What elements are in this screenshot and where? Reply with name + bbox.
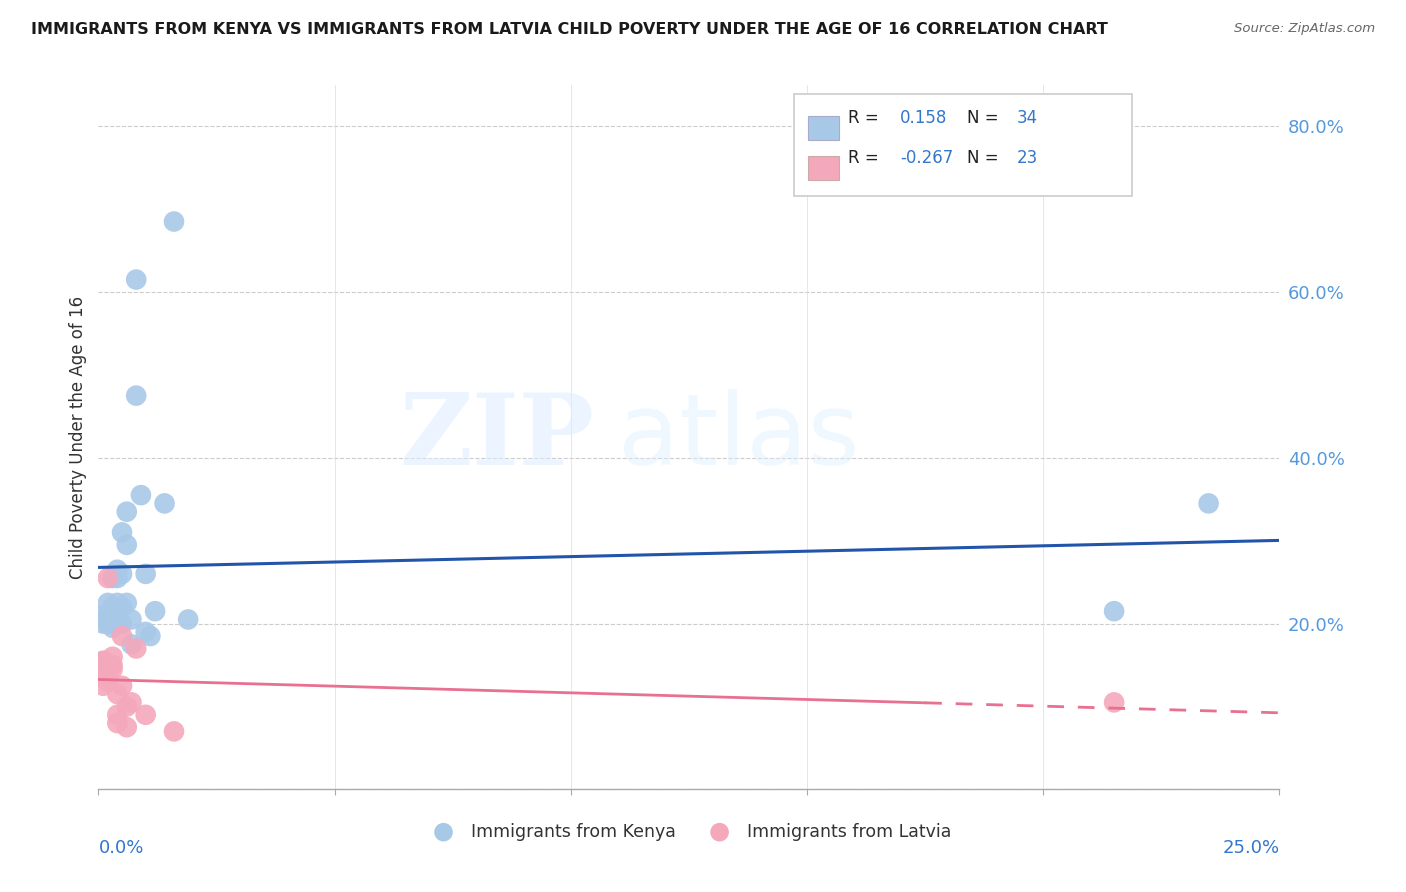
Point <box>1102 604 1125 618</box>
Point <box>135 624 157 639</box>
Point <box>91 616 114 631</box>
Legend: Immigrants from Kenya, Immigrants from Latvia: Immigrants from Kenya, Immigrants from L… <box>419 816 959 847</box>
Point <box>115 720 138 734</box>
Text: atlas: atlas <box>619 389 859 485</box>
Point <box>91 671 114 685</box>
Point <box>115 505 138 519</box>
Point <box>105 596 128 610</box>
Text: 0.158: 0.158 <box>900 109 948 127</box>
Point <box>97 671 120 685</box>
Text: R =: R = <box>848 149 879 167</box>
Point <box>105 563 128 577</box>
Point <box>125 272 148 286</box>
Point <box>101 662 124 676</box>
Text: N =: N = <box>967 109 998 127</box>
Point <box>101 571 124 585</box>
Point <box>121 612 143 626</box>
Point <box>97 662 120 676</box>
Point <box>97 571 120 585</box>
Point <box>111 600 134 615</box>
Point <box>101 600 124 615</box>
Text: 0.0%: 0.0% <box>98 838 143 856</box>
Point <box>105 707 128 722</box>
Point <box>91 679 114 693</box>
Text: Source: ZipAtlas.com: Source: ZipAtlas.com <box>1234 22 1375 36</box>
Point <box>91 608 114 623</box>
Point <box>135 707 157 722</box>
Point <box>91 654 114 668</box>
Point <box>115 596 138 610</box>
Point <box>135 566 157 581</box>
Point <box>139 629 162 643</box>
Text: ZIP: ZIP <box>399 389 595 485</box>
Text: R =: R = <box>848 109 879 127</box>
Point <box>111 566 134 581</box>
Point <box>111 629 134 643</box>
Point <box>111 679 134 693</box>
Point <box>1102 695 1125 709</box>
Point <box>163 214 186 228</box>
Point <box>115 699 138 714</box>
Point <box>121 695 143 709</box>
Point <box>177 612 200 626</box>
Text: 23: 23 <box>1017 149 1038 167</box>
Point <box>143 604 166 618</box>
Y-axis label: Child Poverty Under the Age of 16: Child Poverty Under the Age of 16 <box>69 295 87 579</box>
Point <box>1198 496 1220 510</box>
Point <box>111 616 134 631</box>
Point <box>97 674 120 689</box>
Point <box>105 687 128 701</box>
Point <box>105 612 128 626</box>
Point <box>97 608 120 623</box>
Text: 34: 34 <box>1017 109 1038 127</box>
Point <box>163 724 186 739</box>
Point <box>101 608 124 623</box>
Point <box>101 658 124 673</box>
Point <box>105 716 128 731</box>
Point <box>153 496 176 510</box>
Point <box>101 649 124 664</box>
Text: N =: N = <box>967 149 998 167</box>
Point <box>125 389 148 403</box>
Point <box>97 616 120 631</box>
Text: -0.267: -0.267 <box>900 149 953 167</box>
Point <box>101 621 124 635</box>
Point <box>97 596 120 610</box>
Point <box>111 525 134 540</box>
Point <box>115 538 138 552</box>
Text: 25.0%: 25.0% <box>1222 838 1279 856</box>
Text: IMMIGRANTS FROM KENYA VS IMMIGRANTS FROM LATVIA CHILD POVERTY UNDER THE AGE OF 1: IMMIGRANTS FROM KENYA VS IMMIGRANTS FROM… <box>31 22 1108 37</box>
Point <box>125 641 148 656</box>
Point <box>91 654 114 668</box>
Point <box>105 571 128 585</box>
Point <box>121 637 143 651</box>
Point <box>129 488 152 502</box>
